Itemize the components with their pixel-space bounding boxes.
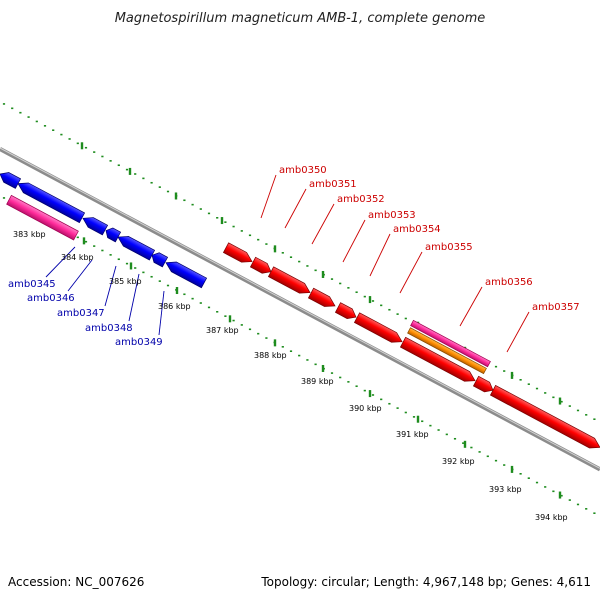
gene-label-amb0348[interactable]: amb0348 <box>85 323 133 334</box>
label-leaders <box>45 174 530 353</box>
gene-label-amb0354[interactable]: amb0354 <box>393 224 441 235</box>
gene-label-amb0355[interactable]: amb0355 <box>425 242 473 253</box>
label-leader-line <box>459 286 483 327</box>
scale-label: 385 kbp <box>109 277 142 286</box>
map-title: Magnetospirillum magneticum AMB-1, compl… <box>115 11 486 26</box>
label-leader-line <box>311 203 335 245</box>
inner-scale-track <box>2 197 596 515</box>
gene-label-amb0346[interactable]: amb0346 <box>27 293 75 304</box>
forward-gene-feature[interactable] <box>307 287 337 311</box>
gene-label-amb0357[interactable]: amb0357 <box>532 302 580 313</box>
label-leader-line <box>67 259 93 292</box>
pink-feature-reverse[interactable] <box>6 194 79 241</box>
gene-label-amb0350[interactable]: amb0350 <box>279 165 327 176</box>
scale-label: 390 kbp <box>349 404 382 413</box>
scale-label: 394 kbp <box>535 513 568 522</box>
gene-label-amb0349[interactable]: amb0349 <box>115 337 163 348</box>
forward-gene-feature[interactable] <box>249 256 273 276</box>
forward-gene-feature[interactable] <box>222 242 254 267</box>
genome-backbone <box>0 147 600 472</box>
scale-label: 392 kbp <box>442 457 475 466</box>
forward-gene-feature[interactable] <box>334 302 358 322</box>
label-leader-line <box>104 265 117 307</box>
gene-label-amb0347[interactable]: amb0347 <box>57 308 105 319</box>
scale-label: 386 kbp <box>158 302 191 311</box>
gene-features <box>0 169 600 452</box>
backbone-line <box>0 147 600 472</box>
forward-gene-feature[interactable] <box>353 312 404 347</box>
orange-feature-forward[interactable] <box>407 327 487 375</box>
reverse-gene-feature[interactable] <box>103 226 122 243</box>
reverse-gene-feature[interactable] <box>163 258 208 289</box>
label-leader-line <box>128 273 140 322</box>
label-leader-line <box>506 311 530 353</box>
reverse-gene-feature[interactable] <box>0 169 22 189</box>
label-leader-line <box>260 174 277 219</box>
gene-labels: amb0350 amb0351 amb0352 amb0353 amb0354 amb03… <box>8 165 580 348</box>
pink-feature-forward[interactable] <box>410 319 491 368</box>
scale-label: 387 kbp <box>206 326 239 335</box>
accession-text: Accession: NC_007626 <box>8 575 144 589</box>
label-leader-line <box>45 246 76 278</box>
label-leader-line <box>158 290 165 336</box>
scale-ticks <box>2 103 596 515</box>
scale-label: 389 kbp <box>301 377 334 386</box>
reverse-gene-feature[interactable] <box>149 250 169 268</box>
outer-scale-track <box>2 103 596 421</box>
label-leader-line <box>342 219 366 263</box>
forward-gene-feature[interactable] <box>472 375 495 395</box>
scale-label: 384 kbp <box>61 253 94 262</box>
scale-label: 388 kbp <box>254 351 287 360</box>
gene-label-amb0356[interactable]: amb0356 <box>485 277 533 288</box>
gene-label-amb0353[interactable]: amb0353 <box>368 210 416 221</box>
gene-label-amb0345[interactable]: amb0345 <box>8 279 56 290</box>
forward-gene-feature[interactable] <box>399 336 477 385</box>
reverse-gene-feature[interactable] <box>115 232 156 261</box>
gene-label-amb0351[interactable]: amb0351 <box>309 179 357 190</box>
scale-label: 383 kbp <box>13 230 46 239</box>
scale-label: 391 kbp <box>396 430 429 439</box>
forward-gene-feature[interactable] <box>267 266 312 298</box>
gene-label-amb0352[interactable]: amb0352 <box>337 194 385 205</box>
label-leader-line <box>399 251 423 294</box>
scale-label: 393 kbp <box>489 485 522 494</box>
reverse-gene-feature[interactable] <box>80 213 109 236</box>
label-leader-line <box>369 233 391 277</box>
topology-text: Topology: circular; Length: 4,967,148 bp… <box>260 575 591 589</box>
forward-gene-feature[interactable] <box>489 384 600 452</box>
label-leader-line <box>284 188 307 229</box>
scale-labels: 383 kbp 384 kbp 385 kbp 386 kbp 387 kbp 388 k… <box>13 230 568 522</box>
backbone-highlight <box>0 147 600 469</box>
reverse-gene-feature[interactable] <box>15 179 86 224</box>
